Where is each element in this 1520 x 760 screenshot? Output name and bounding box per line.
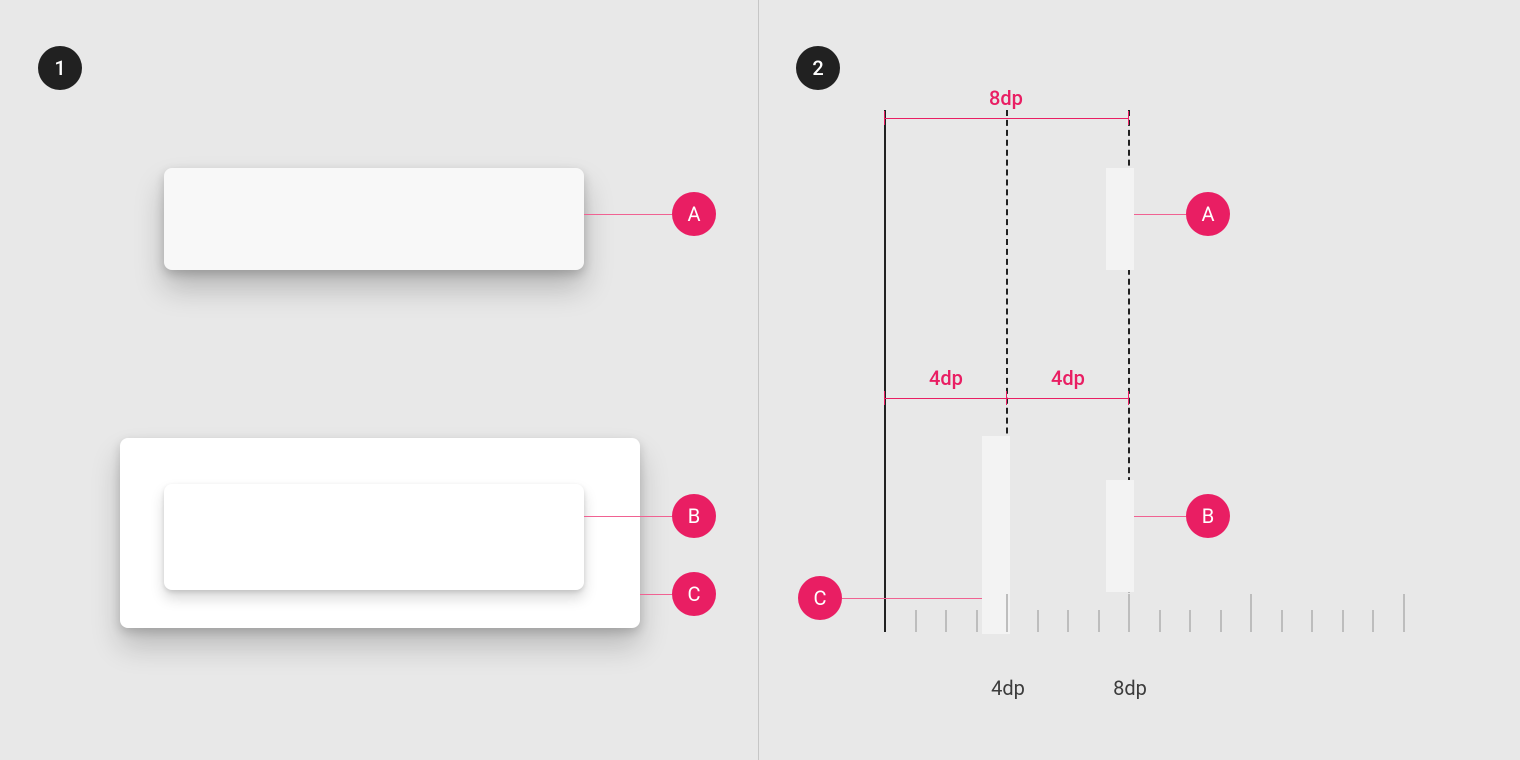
ruler-tick <box>1372 610 1374 632</box>
axis-4dp-label: 4dp <box>986 676 1030 700</box>
ruler-tick <box>1281 610 1283 632</box>
callout-b-badge: B <box>672 494 716 538</box>
diagram-canvas: 1 A B C 2 8dp 4dp 4dp 4dp 8dp A <box>0 0 1520 760</box>
callout-b-line <box>584 516 672 517</box>
card-b-inner <box>164 484 584 590</box>
ruler-tick <box>1342 610 1344 632</box>
slice-a <box>1106 168 1134 270</box>
ruler-tick <box>1311 610 1313 632</box>
ruler-tick <box>1128 594 1130 632</box>
callout-b-label: B <box>688 504 700 528</box>
callout-c-label: C <box>687 582 700 606</box>
panel-2-badge-label: 2 <box>812 56 823 80</box>
p2-callout-c-label: C <box>813 586 826 610</box>
p2-callout-b-line <box>1134 516 1186 517</box>
p2-callout-c-badge: C <box>798 576 842 620</box>
panel-2-badge: 2 <box>796 46 840 90</box>
ruler-tick <box>976 610 978 632</box>
dim-8dp-line <box>884 118 1128 119</box>
panel-divider <box>758 0 759 760</box>
ruler-tick <box>1067 610 1069 632</box>
ruler-tick <box>1098 610 1100 632</box>
callout-a-line <box>584 214 672 215</box>
ruler-tick <box>1006 594 1008 632</box>
callout-a-label: A <box>687 202 700 226</box>
dim-4dp-right-label: 4dp <box>1046 366 1090 390</box>
dim-8dp-label: 8dp <box>986 86 1026 110</box>
panel-1-badge-label: 1 <box>54 56 65 80</box>
ruler-origin-line <box>884 110 886 632</box>
card-a <box>164 168 584 270</box>
ruler-tick <box>1220 610 1222 632</box>
ruler-tick <box>1403 594 1405 632</box>
p2-callout-a-badge: A <box>1186 192 1230 236</box>
axis-8dp-label: 8dp <box>1108 676 1152 700</box>
ruler-tick <box>945 610 947 632</box>
p2-callout-c-line <box>842 598 982 599</box>
p2-callout-b-badge: B <box>1186 494 1230 538</box>
ruler-tick <box>915 610 917 632</box>
slice-b-outer <box>1106 480 1134 592</box>
dim-8dp-cap-r <box>1128 111 1129 125</box>
ruler-tick <box>1159 610 1161 632</box>
callout-c-badge: C <box>672 572 716 616</box>
ruler-tick <box>1037 610 1039 632</box>
panel-1-badge: 1 <box>38 46 82 90</box>
ruler-tick <box>1189 610 1191 632</box>
dim-8dp-cap-l <box>884 111 885 125</box>
dim-4dp-cap-m <box>1006 391 1007 405</box>
callout-c-line <box>640 594 672 595</box>
dim-4dp-left-label: 4dp <box>924 366 968 390</box>
ruler-tick <box>1250 594 1252 632</box>
callout-a-badge: A <box>672 192 716 236</box>
dim-4dp-cap-r <box>1128 391 1129 405</box>
dim-4dp-cap-l <box>884 391 885 405</box>
p2-callout-a-line <box>1134 214 1186 215</box>
p2-callout-a-label: A <box>1201 202 1214 226</box>
p2-callout-b-label: B <box>1202 504 1214 528</box>
